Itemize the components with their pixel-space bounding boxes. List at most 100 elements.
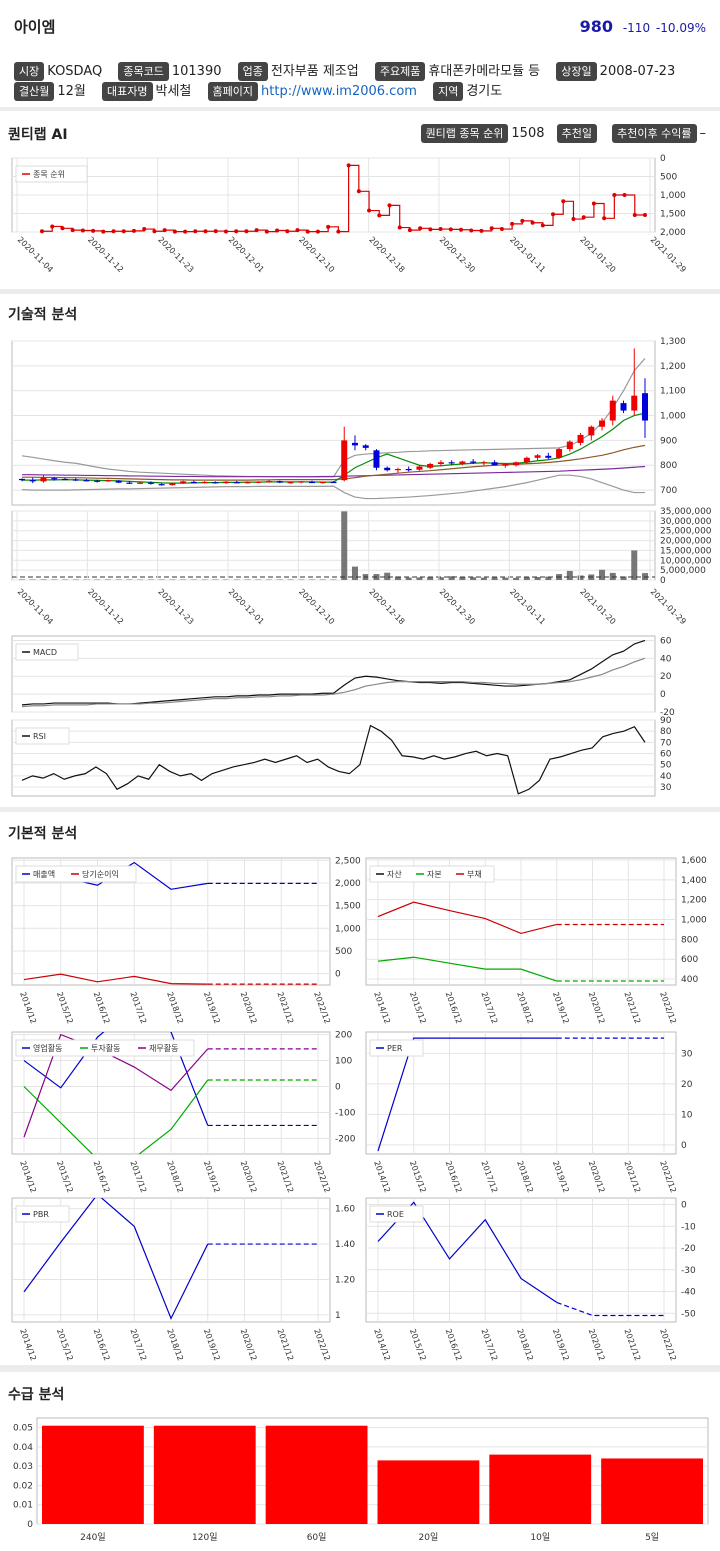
candle-ytick: 800: [660, 461, 677, 471]
rank-point: [315, 229, 320, 234]
candle-body: [470, 461, 477, 463]
rank-point: [326, 224, 331, 229]
assets-xtick: 2020/12: [587, 991, 607, 1025]
cashflow-xtick: 2014/12: [18, 1160, 38, 1194]
rec-date-tag: 추천일: [556, 124, 598, 143]
supply-bar: [153, 1425, 256, 1524]
per-ytick: 20: [681, 1080, 693, 1090]
candle-ma-long: [22, 465, 646, 478]
sales-line-1: [23, 973, 208, 985]
rank-point: [244, 229, 249, 234]
sales-ytick: 2,000: [335, 879, 361, 889]
candle-body: [266, 481, 273, 483]
rank-point: [91, 228, 96, 233]
assets-xtick: 2019/12: [551, 991, 571, 1025]
volume-xtick: 2020-12-18: [367, 587, 406, 626]
volume-bar: [480, 577, 487, 580]
cashflow-legend-label: 재무활동: [149, 1043, 178, 1053]
volume-bar: [534, 577, 541, 580]
rank-point: [540, 223, 545, 228]
rank-point: [70, 228, 75, 233]
cashflow-line-0: [23, 1032, 209, 1126]
rank-xtick: 2020-11-12: [86, 235, 125, 274]
candle-body: [566, 441, 573, 450]
roe-xtick: 2022/12: [658, 1328, 678, 1362]
volume-bar: [158, 579, 165, 580]
pbr-line-0: [23, 1198, 209, 1320]
pbr-series-group: [23, 1198, 318, 1320]
volume-ytick: 10,000,000: [660, 556, 712, 566]
volume-bar: [341, 511, 348, 580]
product-tag: 주요제품: [374, 62, 426, 81]
candle-body: [180, 481, 187, 484]
supply-ytick: 0.04: [13, 1443, 33, 1453]
rank-point: [152, 229, 157, 234]
volume-bar: [351, 566, 358, 580]
sales-ytick: 500: [335, 947, 352, 957]
candle-ytick: 1,300: [660, 337, 686, 347]
volume-bar: [577, 575, 584, 580]
candle-body: [362, 445, 369, 448]
volume-ytick: 0: [660, 576, 666, 586]
per-series-group: [377, 1037, 664, 1152]
industry-value: 전자부품 제조업: [270, 64, 359, 79]
per-ytick: 30: [681, 1049, 693, 1059]
candle-body: [620, 403, 627, 411]
rank-point: [101, 229, 106, 234]
volume-ytick: 35,000,000: [660, 507, 712, 517]
candle-body: [480, 462, 487, 464]
candle-body: [29, 480, 36, 482]
candle-body: [169, 483, 176, 486]
rank-xtick: 2020-12-30: [438, 235, 477, 274]
rank-xtick: 2020-11-04: [16, 235, 55, 274]
assets-ytick: 800: [681, 935, 698, 945]
rank-ytick: 1,500: [660, 210, 686, 220]
assets-legend-label: 부채: [467, 869, 482, 879]
sales-xtick: 2018/12: [165, 991, 185, 1025]
sales-legend-label: 매출액: [33, 869, 55, 879]
rank-point: [346, 163, 351, 168]
candle-body: [212, 482, 219, 484]
volume-bar: [394, 576, 401, 580]
homepage-link[interactable]: http://www.im2006.com: [261, 84, 417, 99]
rank-point: [530, 220, 535, 225]
rsi-ytick: 30: [660, 783, 672, 793]
pbr-xtick: 2020/12: [239, 1328, 259, 1362]
pbr-legend-label: PBR: [33, 1210, 49, 1219]
roe-forecast-0: [556, 1301, 664, 1317]
candle-ytick: 1,100: [660, 387, 686, 397]
volume-bar: [523, 577, 530, 580]
rec-return-value: –: [699, 126, 707, 141]
per-legend: [369, 1039, 424, 1057]
rec-return-tag: 추천이후 수익률: [612, 124, 697, 143]
region-tag: 지역: [433, 82, 464, 101]
candle-body: [448, 462, 455, 464]
candle-body: [287, 482, 294, 484]
rank-xtick: 2021-01-11: [508, 235, 547, 274]
volume-ytick: 30,000,000: [660, 517, 712, 527]
rank-point: [234, 229, 239, 234]
ai-card: [0, 111, 720, 289]
rank-point: [275, 228, 280, 233]
candle-body: [72, 479, 79, 481]
per-xtick: 2019/12: [551, 1160, 571, 1194]
volume-bar: [566, 570, 573, 580]
sales-ytick: 2,500: [335, 856, 361, 866]
assets-line-2: [377, 901, 557, 935]
rank-point: [193, 229, 198, 234]
supply-ytick: 0: [27, 1520, 33, 1530]
candle-ytick: 1,000: [660, 412, 686, 422]
rank-point: [499, 227, 504, 232]
candle-body: [351, 442, 358, 446]
pbr-xtick: 2014/12: [18, 1328, 38, 1362]
sales-ytick: 0: [335, 970, 341, 980]
rsi-legend: [15, 727, 70, 745]
candle-body: [609, 400, 616, 421]
candle-body: [276, 481, 283, 483]
code-tag: 종목코드: [118, 62, 169, 81]
candle-body: [255, 481, 262, 483]
candle-body: [437, 462, 444, 464]
per-xtick: 2014/12: [372, 1160, 392, 1194]
supply-xtick: 5일: [645, 1532, 659, 1543]
